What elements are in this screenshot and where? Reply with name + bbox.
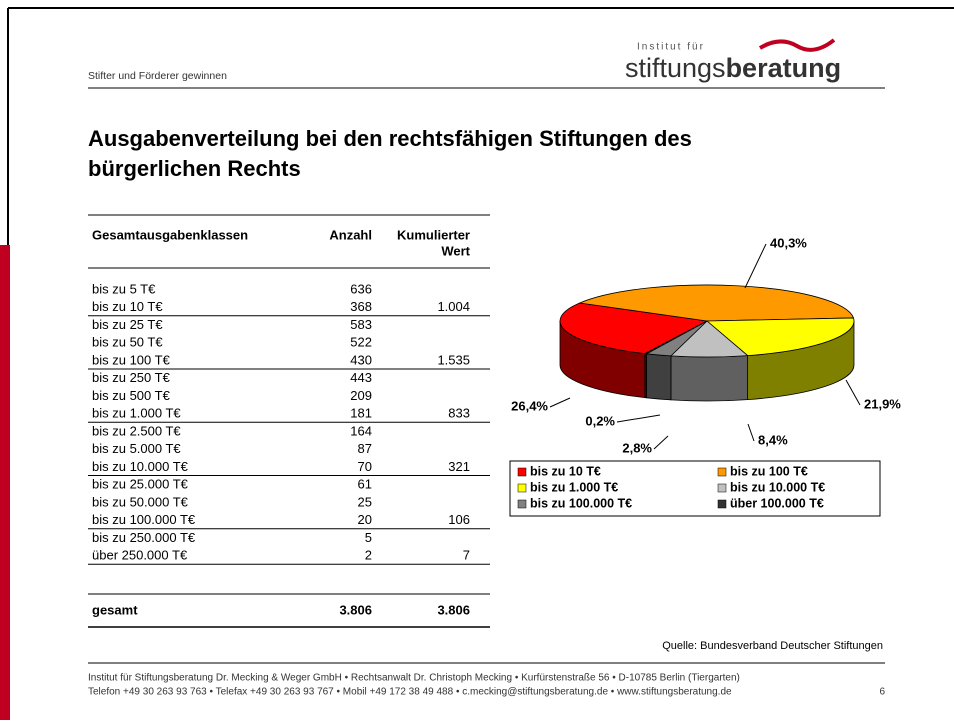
- data-label: 21,9%: [864, 396, 901, 411]
- logo-b: beratung: [726, 53, 842, 83]
- title-line: bürgerlichen Rechts: [88, 156, 301, 181]
- legend-swatch: [517, 467, 527, 477]
- leader-line: [549, 397, 571, 408]
- accent-bar: [0, 245, 10, 720]
- footer-line: Institut für Stiftungsberatung Dr. Mecki…: [88, 673, 740, 684]
- column-header: Gesamtausgabenklassen: [92, 227, 248, 242]
- row-label: bis zu 100 T€: [92, 352, 171, 367]
- page-number: 6: [879, 687, 885, 698]
- row-cumulative: 1.535: [437, 352, 470, 367]
- row-label: bis zu 10 T€: [92, 299, 163, 314]
- data-label: 2,8%: [622, 440, 652, 455]
- row-count: 430: [350, 352, 372, 367]
- subtitle: Stifter und Förderer gewinnen: [88, 70, 227, 82]
- row-label: bis zu 10.000 T€: [92, 459, 189, 474]
- row-cumulative: 321: [448, 459, 470, 474]
- total-count: 3.806: [339, 602, 372, 617]
- row-count: 5: [365, 530, 372, 545]
- legend-label: bis zu 100 T€: [730, 464, 808, 478]
- row-count: 2: [365, 548, 372, 563]
- logo-small: Institut für: [637, 42, 705, 53]
- row-count: 70: [358, 459, 372, 474]
- data-label: 8,4%: [758, 432, 788, 447]
- leader-line: [747, 423, 755, 442]
- legend-swatch: [717, 499, 727, 509]
- row-label: bis zu 25 T€: [92, 317, 163, 332]
- legend-box: [509, 460, 881, 517]
- legend-label: bis zu 10.000 T€: [730, 480, 825, 494]
- data-label: 0,2%: [585, 413, 615, 428]
- row-count: 61: [358, 477, 372, 492]
- column-header: Wert: [441, 243, 470, 258]
- legend-label: bis zu 1.000 T€: [530, 480, 618, 494]
- leader-line: [744, 243, 767, 289]
- pie-slice: [705, 317, 855, 357]
- pie-side: [644, 353, 647, 399]
- row-label: bis zu 5.000 T€: [92, 441, 181, 456]
- data-label: 40,3%: [770, 235, 807, 250]
- pie-slice: [559, 302, 709, 355]
- row-count: 209: [350, 388, 372, 403]
- row-label: über 250.000 T€: [92, 548, 188, 563]
- row-cumulative: 7: [463, 548, 470, 563]
- leader-line: [616, 414, 661, 423]
- row-label: bis zu 50 T€: [92, 335, 163, 350]
- pie-side: [670, 355, 749, 402]
- row-label: bis zu 250 T€: [92, 370, 171, 385]
- row-count: 20: [358, 512, 372, 527]
- row-count: 443: [350, 370, 372, 385]
- logo-swoosh: [758, 38, 836, 52]
- logo-a: stiftungs: [625, 53, 726, 83]
- leader-line: [845, 379, 861, 406]
- legend-swatch: [717, 483, 727, 493]
- row-label: bis zu 25.000 T€: [92, 477, 189, 492]
- total-cumulative: 3.806: [437, 602, 470, 617]
- row-count: 636: [350, 281, 372, 296]
- leader-line: [653, 435, 669, 450]
- row-label: bis zu 50.000 T€: [92, 494, 189, 509]
- row-label: bis zu 1.000 T€: [92, 406, 181, 421]
- legend-label: über 100.000 T€: [730, 496, 824, 510]
- row-count: 164: [350, 423, 372, 438]
- pie-slice: [643, 320, 708, 355]
- legend-label: bis zu 100.000 T€: [530, 496, 632, 510]
- row-label: bis zu 500 T€: [92, 388, 171, 403]
- logo-text: stiftungsberatung: [625, 53, 841, 83]
- total-label: gesamt: [92, 602, 138, 617]
- pie-slice: [578, 284, 855, 322]
- column-header: Kumulierter: [397, 227, 470, 242]
- legend-swatch: [517, 499, 527, 509]
- row-label: bis zu 2.500 T€: [92, 423, 181, 438]
- legend-label: bis zu 10 T€: [530, 464, 601, 478]
- row-count: 25: [358, 494, 372, 509]
- row-count: 522: [350, 335, 372, 350]
- row-count: 583: [350, 317, 372, 332]
- column-header: Anzahl: [329, 227, 372, 242]
- legend-swatch: [717, 467, 727, 477]
- row-cumulative: 1.004: [437, 299, 470, 314]
- row-count: 87: [358, 441, 372, 456]
- row-cumulative: 833: [448, 406, 470, 421]
- footer-line: Telefon +49 30 263 93 763 • Telefax +49 …: [88, 687, 732, 698]
- row-label: bis zu 5 T€: [92, 281, 156, 296]
- source: Quelle: Bundesverband Deutscher Stiftung…: [662, 640, 883, 652]
- row-count: 181: [350, 406, 372, 421]
- row-label: bis zu 250.000 T€: [92, 530, 196, 545]
- legend-swatch: [517, 483, 527, 493]
- data-label: 26,4%: [511, 398, 548, 413]
- title-line: Ausgabenverteilung bei den rechtsfähigen…: [88, 126, 692, 151]
- row-count: 368: [350, 299, 372, 314]
- row-cumulative: 106: [448, 512, 470, 527]
- pie-side: [646, 353, 672, 401]
- row-label: bis zu 100.000 T€: [92, 512, 196, 527]
